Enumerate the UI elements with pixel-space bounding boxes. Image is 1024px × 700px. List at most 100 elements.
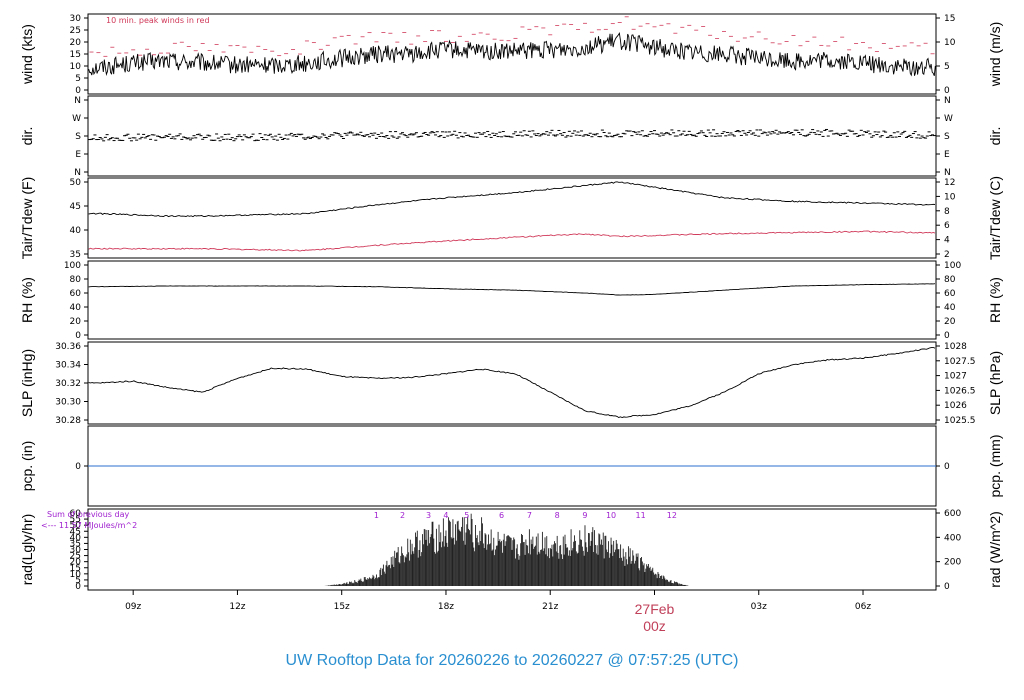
ytick-label-right: 12: [944, 178, 955, 188]
ytick-label-left: 45: [70, 202, 81, 212]
ytick-label-left: W: [72, 114, 81, 124]
ylabel-left: rad(Lgly/hr): [19, 514, 35, 586]
ytick-label-left: 15: [70, 564, 81, 574]
ytick-label-left: E: [75, 150, 81, 160]
panel-temperature: Tair/Tdew (F) Tair/Tdew (C) 35 40 45 50 2 4 6 8 10…: [19, 176, 1003, 260]
ytick-label-right: 0: [944, 462, 950, 472]
hour-label: 8: [555, 511, 560, 520]
ytick-label-right: 5: [944, 62, 950, 72]
ytick-label-right: N: [944, 96, 951, 106]
hour-label: 2: [400, 511, 405, 520]
ytick-label-right: 1025.5: [944, 416, 976, 426]
hour-label: 12: [667, 511, 677, 520]
ytick-label-left: 5: [75, 74, 81, 84]
ytick-label-right: 0: [944, 86, 950, 96]
annotation-peak-winds: 10 min. peak winds in red: [106, 16, 210, 25]
ytick-label-right: 15: [944, 14, 955, 24]
ytick-label-left: 30: [70, 546, 82, 556]
ytick-label-left: 10: [70, 62, 82, 72]
hour-label: 11: [635, 511, 645, 520]
ytick-label-left: 50: [70, 178, 82, 188]
ytick-label-left: 35: [70, 539, 81, 549]
ylabel-left: wind (kts): [19, 24, 35, 85]
chart-panels: wind (kts) wind (m/s)05101520253005101510…: [19, 13, 1003, 592]
ylabel-right: dir.: [987, 127, 1003, 146]
ytick-label-left: 30.30: [55, 398, 81, 408]
xtick-label: 18z: [438, 602, 454, 612]
hour-label: 3: [426, 511, 431, 520]
panel-wind: wind (kts) wind (m/s) 0 5 10 15 20 25 30 0 5 10 15 10…: [19, 13, 1003, 96]
ytick-label-left: N: [74, 168, 81, 178]
ytick-label-left: 20: [70, 38, 82, 48]
ytick-label-left: 45: [70, 527, 81, 537]
ylabel-left: Tair/Tdew (F): [19, 177, 35, 259]
rad-sum-value: <--- 11.57 MJoules/m^2: [41, 521, 137, 530]
ytick-label-left: 25: [70, 552, 81, 562]
ylabel-left: RH (%): [19, 277, 35, 323]
ytick-label-right: 60: [944, 289, 956, 299]
ytick-label-right: 0: [944, 582, 950, 592]
hour-label: 9: [582, 511, 587, 520]
ylabel-left: SLP (inHg): [19, 349, 35, 417]
ytick-label-right: 80: [944, 275, 956, 285]
ytick-label-left: 30.28: [55, 416, 81, 426]
ytick-label-left: 0: [75, 86, 81, 96]
ytick-label-right: 1027.5: [944, 357, 976, 367]
rad-sum-label: Sum of previous day: [47, 510, 129, 519]
ytick-label-left: 10: [70, 570, 82, 580]
ytick-label-left: 15: [70, 50, 81, 60]
ytick-label-right: 10: [944, 192, 956, 202]
ytick-label-left: 60: [70, 289, 82, 299]
ytick-label-left: 40: [70, 303, 82, 313]
ylabel-right: pcp. (mm): [987, 435, 1003, 498]
series-line-tdew: [88, 230, 936, 252]
ytick-label-right: 400: [944, 533, 961, 543]
ytick-label-left: 0: [75, 331, 81, 341]
panel-frame: [87, 177, 937, 259]
xtick-label: 03z: [751, 602, 767, 612]
ytick-label-right: 40: [944, 303, 956, 313]
ytick-label-left: 20: [70, 558, 82, 568]
xtick-label: 12z: [229, 602, 245, 612]
hour-label: 5: [464, 511, 469, 520]
ytick-label-right: W: [944, 114, 953, 124]
series-line-tair: [88, 181, 936, 218]
ytick-label-left: 40: [70, 533, 82, 543]
ytick-label-left: 100: [64, 261, 81, 271]
ytick-label-right: E: [944, 150, 950, 160]
ytick-label-right: 100: [944, 261, 961, 271]
ytick-label-left: 5: [75, 576, 81, 586]
ytick-label-right: 8: [944, 207, 950, 217]
ytick-label-left: 20: [70, 317, 82, 327]
ytick-label-left: 30: [70, 14, 82, 24]
series-line-rh: [88, 283, 936, 296]
hour-label: 1: [374, 511, 379, 520]
xtick-label: 15z: [334, 602, 350, 612]
ytick-label-right: 0: [944, 331, 950, 341]
ylabel-left: dir.: [19, 127, 35, 146]
ytick-label-left: 35: [70, 250, 81, 260]
ytick-label-right: 10: [944, 38, 956, 48]
hour-label: 6: [499, 511, 504, 520]
ytick-label-right: 1026: [944, 401, 967, 411]
ytick-label-left: 0: [75, 462, 81, 472]
panel-pcp: pcp. (in) pcp. (mm) 0 0: [19, 425, 1003, 507]
ytick-label-left: S: [75, 132, 81, 142]
ylabel-right: SLP (hPa): [987, 351, 1003, 415]
xtick-label: 06z: [855, 602, 871, 612]
x-axis: 09z 12z 15z 18z 21z 03z 06z: [125, 590, 871, 612]
ytick-label-left: 60: [70, 509, 82, 519]
panel-frame: [87, 260, 937, 340]
ytick-label-right: 1028: [944, 342, 967, 352]
ytick-label-left: 30.34: [55, 361, 81, 371]
series-line-wind: [88, 32, 936, 77]
ylabel-right: RH (%): [987, 277, 1003, 323]
ytick-label-left: 80: [70, 275, 82, 285]
ytick-label-left: 25: [70, 26, 81, 36]
ylabel-right: Tair/Tdew (C): [987, 176, 1003, 260]
ytick-label-right: 20: [944, 317, 956, 327]
hour-label: 7: [527, 511, 532, 520]
series-line-slp: [88, 346, 936, 419]
ylabel-left: pcp. (in): [19, 441, 35, 492]
